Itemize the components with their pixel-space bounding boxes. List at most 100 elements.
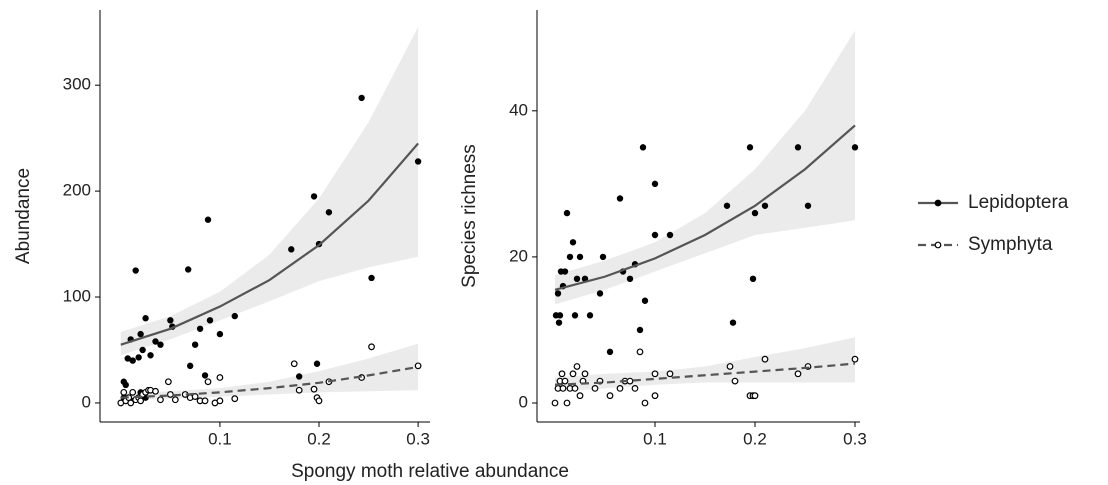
legend-marker bbox=[934, 199, 942, 207]
data-point bbox=[729, 319, 737, 326]
data-point bbox=[581, 370, 589, 378]
data-point bbox=[127, 399, 135, 407]
data-point bbox=[751, 392, 759, 400]
data-point bbox=[641, 399, 649, 407]
data-point bbox=[566, 253, 574, 261]
fit-line bbox=[554, 362, 856, 386]
x-tick-label: 0.2 bbox=[743, 429, 767, 448]
data-point bbox=[315, 397, 323, 405]
x-tick-label: 0.3 bbox=[843, 429, 867, 448]
x-axis-label: Spongy moth relative abundance bbox=[291, 461, 569, 482]
data-point bbox=[723, 202, 731, 209]
data-point bbox=[551, 399, 559, 407]
data-point bbox=[368, 274, 375, 282]
data-point bbox=[616, 195, 624, 202]
data-point bbox=[313, 360, 321, 367]
y-tick-label: 40 bbox=[509, 100, 528, 119]
data-point bbox=[616, 384, 624, 392]
data-point bbox=[639, 144, 647, 151]
data-point bbox=[555, 319, 563, 326]
y-axis-label: Species richness bbox=[459, 144, 480, 288]
data-point bbox=[641, 297, 649, 304]
data-point bbox=[414, 158, 422, 165]
data-point bbox=[651, 180, 659, 188]
data-point bbox=[216, 330, 224, 338]
data-point bbox=[206, 317, 214, 324]
data-point bbox=[186, 362, 194, 370]
legend-label: Lepidoptera bbox=[968, 192, 1069, 213]
data-point bbox=[794, 370, 802, 378]
data-point bbox=[191, 393, 199, 400]
data-point bbox=[152, 338, 159, 345]
data-point bbox=[626, 377, 634, 385]
data-point bbox=[204, 216, 212, 223]
data-point bbox=[576, 253, 584, 261]
data-point bbox=[204, 378, 212, 386]
data-point bbox=[310, 193, 318, 200]
data-point bbox=[626, 275, 634, 283]
data-point bbox=[558, 370, 566, 378]
data-point bbox=[571, 312, 579, 319]
data-point bbox=[596, 290, 604, 297]
data-point bbox=[164, 378, 172, 386]
data-point bbox=[201, 397, 209, 405]
y-axis-label: Abundance bbox=[13, 168, 34, 264]
data-point bbox=[606, 392, 614, 400]
data-point bbox=[201, 372, 209, 379]
data-point bbox=[571, 384, 579, 392]
data-point bbox=[591, 384, 599, 392]
data-point bbox=[122, 381, 129, 389]
data-point bbox=[166, 391, 174, 398]
data-point bbox=[666, 231, 674, 239]
data-point bbox=[414, 362, 422, 370]
x-tick-label: 0.1 bbox=[643, 429, 667, 448]
data-point bbox=[167, 317, 174, 324]
data-point bbox=[152, 387, 159, 395]
data-point bbox=[666, 370, 674, 378]
data-point bbox=[569, 370, 577, 378]
data-point bbox=[147, 352, 154, 359]
data-point bbox=[157, 341, 164, 348]
x-tick-label: 0.2 bbox=[307, 429, 331, 448]
y-tick-label: 0 bbox=[519, 392, 528, 411]
data-point bbox=[132, 267, 139, 274]
data-point bbox=[651, 370, 659, 378]
data-point bbox=[631, 384, 639, 392]
data-point bbox=[556, 312, 564, 319]
data-point bbox=[231, 395, 239, 403]
y-tick-label: 300 bbox=[63, 75, 91, 94]
data-point bbox=[184, 266, 192, 273]
data-point bbox=[157, 396, 164, 404]
data-point bbox=[726, 363, 734, 370]
data-point bbox=[288, 246, 295, 253]
data-point bbox=[295, 373, 303, 380]
data-point bbox=[129, 388, 137, 396]
data-point bbox=[563, 209, 571, 217]
data-point bbox=[171, 396, 179, 404]
data-point bbox=[137, 330, 144, 338]
data-point bbox=[851, 144, 859, 151]
data-point bbox=[290, 360, 298, 368]
x-tick-label: 0.3 bbox=[406, 429, 430, 448]
confidence-band bbox=[120, 343, 419, 401]
data-point bbox=[761, 355, 769, 363]
data-point bbox=[651, 392, 659, 400]
legend-marker bbox=[934, 241, 942, 249]
data-point bbox=[586, 312, 594, 319]
data-point bbox=[561, 268, 569, 275]
data-point bbox=[358, 94, 365, 102]
data-point bbox=[137, 397, 145, 405]
y-tick-label: 100 bbox=[63, 287, 91, 306]
data-point bbox=[216, 397, 224, 405]
y-tick-label: 0 bbox=[82, 392, 91, 411]
data-point bbox=[573, 275, 581, 283]
y-tick-label: 200 bbox=[63, 181, 91, 200]
fit-line bbox=[554, 124, 856, 291]
x-tick-label: 0.1 bbox=[208, 429, 232, 448]
data-point bbox=[129, 357, 136, 364]
data-point bbox=[576, 392, 584, 400]
data-point bbox=[231, 312, 238, 320]
data-point bbox=[804, 202, 812, 209]
data-point bbox=[851, 355, 859, 363]
